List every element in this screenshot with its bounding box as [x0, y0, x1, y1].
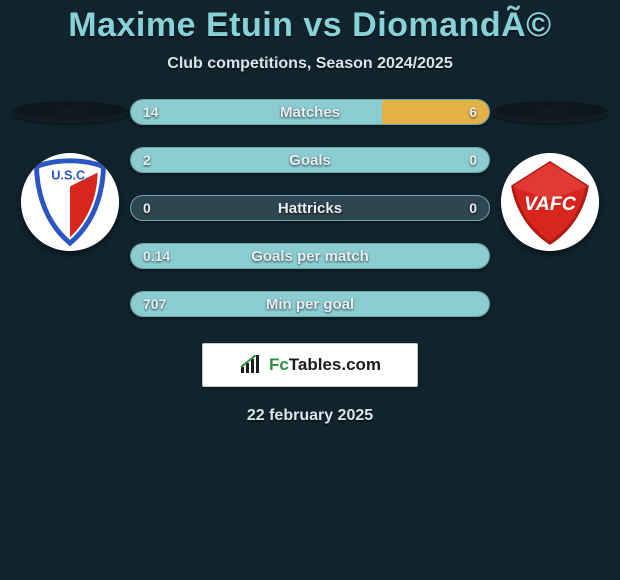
- stat-bar-left-value: 0: [143, 196, 151, 220]
- main-row: U.S.C. Matches146 Goals20 Hattricks0 0 Goals…: [0, 95, 620, 317]
- stat-bar-right-fill: [382, 100, 489, 124]
- stat-bar: Goals per match0.14: [130, 243, 490, 269]
- page-subtitle: Club competitions, Season 2024/2025: [0, 55, 620, 73]
- right-club-badge: VAFC: [501, 153, 599, 251]
- stat-bar-left-fill: [131, 100, 382, 124]
- footer-date: 22 february 2025: [0, 407, 620, 425]
- footer-brand-suffix: Tables.com: [289, 355, 381, 374]
- stat-bar: Goals20: [130, 147, 490, 173]
- comparison-infographic: Maxime Etuin vs DiomandÃ© Club competiti…: [0, 0, 620, 425]
- right-player-col: VAFC: [490, 95, 610, 251]
- stat-bar: Matches146: [130, 99, 490, 125]
- svg-text:U.S.C.: U.S.C.: [51, 167, 89, 182]
- svg-text:VAFC: VAFC: [524, 193, 577, 215]
- stats-bars: Matches146 Goals20 Hattricks0 0 Goals per ma…: [130, 95, 490, 317]
- right-base-ellipse: [492, 101, 608, 123]
- stat-bar-right-value: 0: [469, 196, 477, 220]
- left-base-ellipse: [12, 101, 128, 123]
- right-club-badge-svg: VAFC: [501, 153, 599, 251]
- left-club-badge-svg: U.S.C.: [21, 153, 119, 251]
- footer-brand-text: FcTables.com: [269, 355, 381, 375]
- bar-chart-icon: [239, 355, 261, 375]
- left-player-col: U.S.C.: [10, 95, 130, 251]
- stat-bar-left-fill: [131, 292, 489, 316]
- stat-bar: Hattricks0 0: [130, 195, 490, 221]
- stat-bar-left-fill: [131, 244, 489, 268]
- stat-bar: Min per goal707: [130, 291, 490, 317]
- stat-bar-category: Hattricks: [131, 196, 489, 220]
- footer-brand-prefix: Fc: [269, 355, 289, 374]
- page-title: Maxime Etuin vs DiomandÃ©: [0, 6, 620, 45]
- left-club-badge: U.S.C.: [21, 153, 119, 251]
- footer-brand[interactable]: FcTables.com: [202, 343, 418, 387]
- stat-bar-left-fill: [131, 148, 489, 172]
